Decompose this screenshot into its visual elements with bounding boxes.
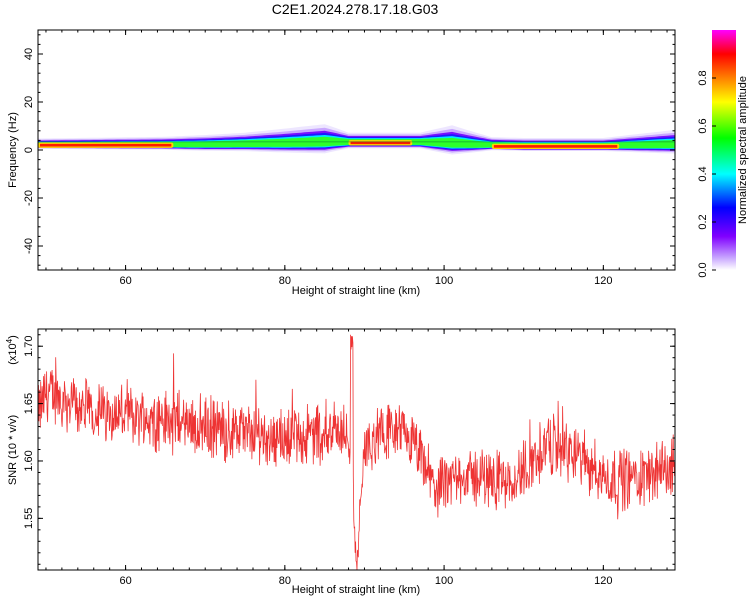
snr-xtick-label: 80 xyxy=(279,575,291,587)
colorbar-tick-label: 0.8 xyxy=(697,70,709,85)
band-peak-red xyxy=(40,143,172,147)
snr-panel: 60 80 100 120 1.55 1.60 1.65 1.70 Height of str… xyxy=(5,328,676,596)
spectrogram-ylabel: Frequency (Hz) xyxy=(7,112,19,188)
colorbar-label: Normalized spectral amplitude xyxy=(737,76,749,224)
colorbar-tick-label: 0.2 xyxy=(697,214,709,229)
colorbar-tick-label: 0.4 xyxy=(697,166,709,181)
spectrogram-xtick-label: 100 xyxy=(435,275,453,287)
snr-series xyxy=(38,334,675,570)
spectrogram-ytick-label: 0 xyxy=(23,147,35,153)
spectrogram-ytick-label: 20 xyxy=(23,96,35,108)
snr-xtick-label: 100 xyxy=(435,575,453,587)
spectrogram-xlabel: Height of straight line (km) xyxy=(292,285,420,297)
spectrogram-xtick-label: 80 xyxy=(279,275,291,287)
spectrogram-ticks: 60 80 100 120 -40 -20 0 20 40 xyxy=(23,30,675,287)
band-peak-red xyxy=(350,141,411,145)
snr-xtick-label: 60 xyxy=(119,575,131,587)
snr-line xyxy=(38,334,675,570)
snr-ylabel: SNR (10 * v/v) xyxy=(7,415,19,485)
snr-ytick-label: 1.55 xyxy=(23,508,35,529)
spectrogram-ytick-label: 40 xyxy=(23,48,35,60)
colorbar-tick-label: 0.6 xyxy=(697,118,709,133)
snr-ticks: 60 80 100 120 1.55 1.60 1.65 1.70 xyxy=(23,329,675,587)
snr-xtick-label: 120 xyxy=(594,575,612,587)
band-peak-red xyxy=(493,145,618,148)
colorbar: 0.0 0.2 0.4 0.6 0.8 Normalized spectral ampl… xyxy=(697,30,749,278)
figure-title: C2E1.2024.278.17.18.G03 xyxy=(272,1,439,17)
colorbar-ticks: 0.0 0.2 0.4 0.6 0.8 xyxy=(697,70,716,278)
spectrogram-panel: 60 80 100 120 -40 -20 0 20 40 Height of straight… xyxy=(7,29,676,297)
spectrogram-ytick-label: -40 xyxy=(23,238,35,254)
colorbar-tick-label: 0.0 xyxy=(697,262,709,277)
snr-multiplier: (x104) xyxy=(5,335,19,365)
spectral-band xyxy=(38,124,675,155)
snr-ytick-label: 1.65 xyxy=(23,393,35,414)
snr-ytick-label: 1.70 xyxy=(23,336,35,357)
spectrogram-xtick-label: 120 xyxy=(594,275,612,287)
spectrogram-xtick-label: 60 xyxy=(119,275,131,287)
snr-ytick-label: 1.60 xyxy=(23,450,35,471)
snr-xlabel: Height of straight line (km) xyxy=(292,584,420,596)
colorbar-gradient xyxy=(712,30,736,270)
spectrogram-ytick-label: -20 xyxy=(23,190,35,206)
